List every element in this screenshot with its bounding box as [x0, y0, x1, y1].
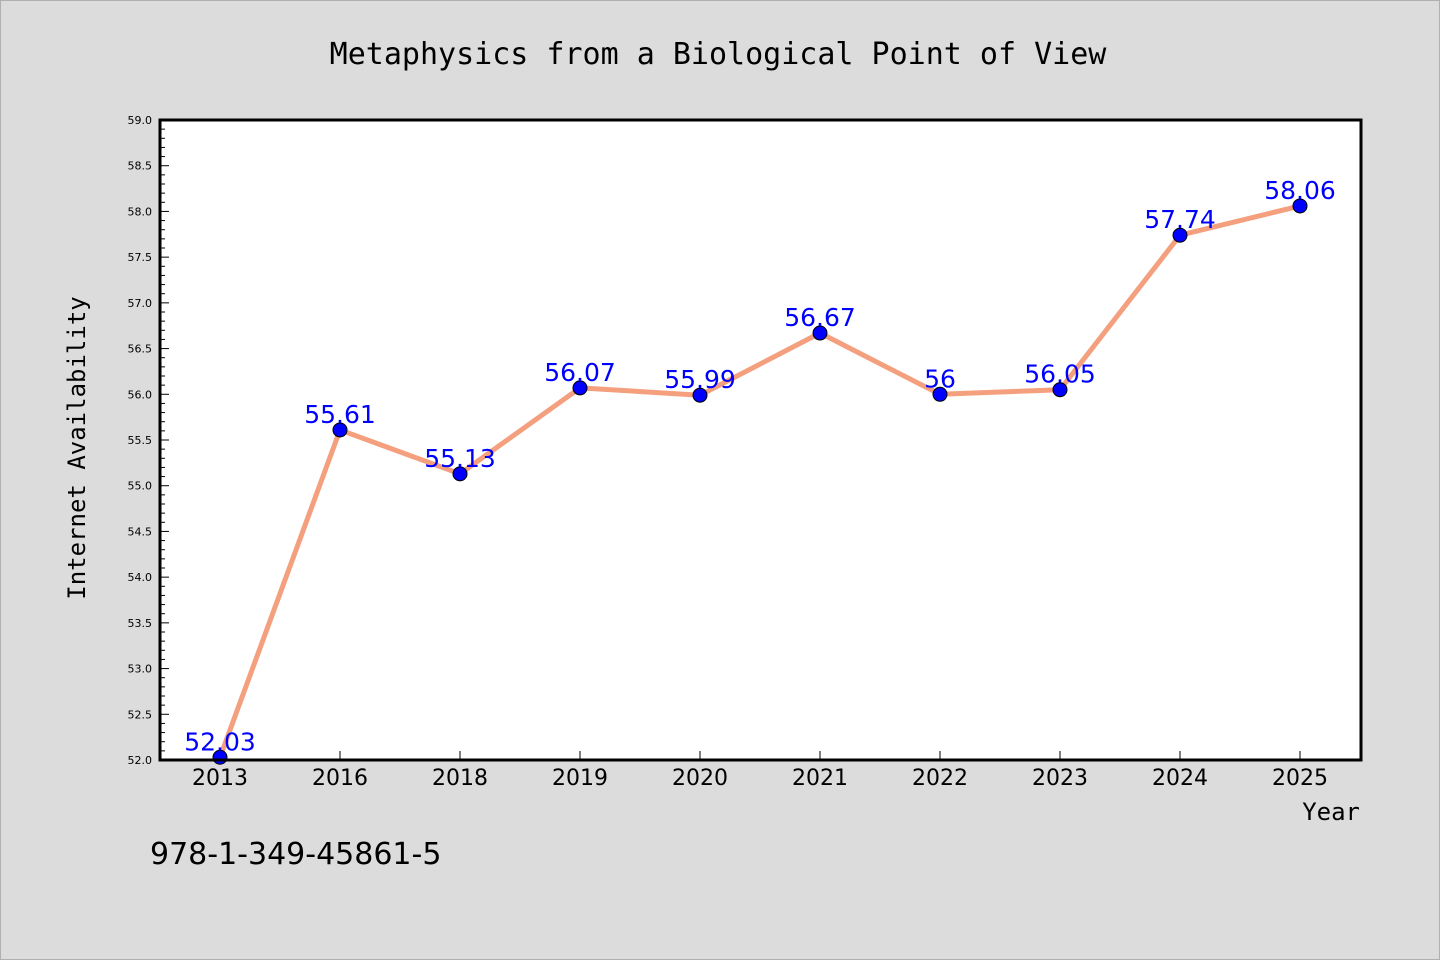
y-tick-label: 56.0 — [128, 388, 153, 401]
data-point — [1292, 198, 1308, 214]
series-line — [217, 203, 1301, 759]
y-tick-label: 56.5 — [128, 343, 153, 356]
plot-border — [158, 118, 1363, 762]
y-tick-label: 53.5 — [128, 617, 153, 630]
data-label: 57.74 — [1144, 205, 1216, 234]
x-tick-label: 2025 — [1272, 766, 1328, 791]
data-label: 56 — [924, 364, 956, 393]
x-tick-label: 2016 — [312, 766, 368, 791]
data-label: 58.06 — [1264, 176, 1336, 205]
data-label: 55.61 — [304, 400, 376, 429]
y-tick-label: 55.5 — [128, 434, 153, 447]
y-tick-label: 54.0 — [128, 571, 153, 584]
x-tick-label: 2020 — [672, 766, 728, 791]
y-axis-label: Internet Availability — [63, 296, 91, 599]
y-tick-label: 52.0 — [128, 754, 153, 767]
data-label: 55.13 — [424, 444, 496, 473]
x-tick-label: 2019 — [552, 766, 608, 791]
y-tick-label: 58.5 — [128, 160, 153, 173]
data-point — [692, 387, 708, 403]
data-label: 56.07 — [544, 358, 616, 387]
x-tick-label: 2018 — [432, 766, 488, 791]
data-label: 56.67 — [784, 303, 856, 332]
y-tick-label: 58.0 — [128, 205, 153, 218]
y-tick-label: 53.0 — [128, 663, 153, 676]
data-point — [1172, 227, 1188, 243]
y-tick-label: 57.0 — [128, 297, 153, 310]
x-tick-label: 2021 — [792, 766, 848, 791]
isbn-text: 978-1-349-45861-5 — [150, 837, 441, 872]
y-tick-label: 52.5 — [128, 708, 153, 721]
x-axis-label: Year — [1302, 798, 1360, 826]
y-tick-label: 57.5 — [128, 251, 153, 264]
x-tick-label: 2013 — [192, 766, 248, 791]
chart-title: Metaphysics from a Biological Point of V… — [330, 37, 1108, 72]
x-tick-label: 2022 — [912, 766, 968, 791]
y-tick-label: 54.5 — [128, 525, 153, 538]
data-point — [572, 380, 588, 396]
data-labels: 52.03 55.61 55.13 56.07 55.99 56.67 56 56.05 57.… — [184, 176, 1336, 756]
plot-area — [160, 120, 1361, 760]
x-tick-label: 2024 — [1152, 766, 1208, 791]
data-point — [332, 422, 348, 438]
data-label: 52.03 — [184, 727, 256, 756]
data-markers — [212, 198, 1308, 765]
data-point — [932, 386, 948, 402]
y-tick-label: 59.0 — [128, 114, 153, 127]
data-label: 56.05 — [1024, 360, 1096, 389]
data-point — [452, 466, 468, 482]
x-tick-label: 2023 — [1032, 766, 1088, 791]
x-axis: 2013 2016 2018 2019 2020 2021 2022 2023 2024 2025 — [192, 751, 1328, 791]
data-point — [812, 325, 828, 341]
y-tick-label: 55.0 — [128, 480, 153, 493]
data-label: 55.99 — [664, 365, 736, 394]
data-point — [1052, 382, 1068, 398]
